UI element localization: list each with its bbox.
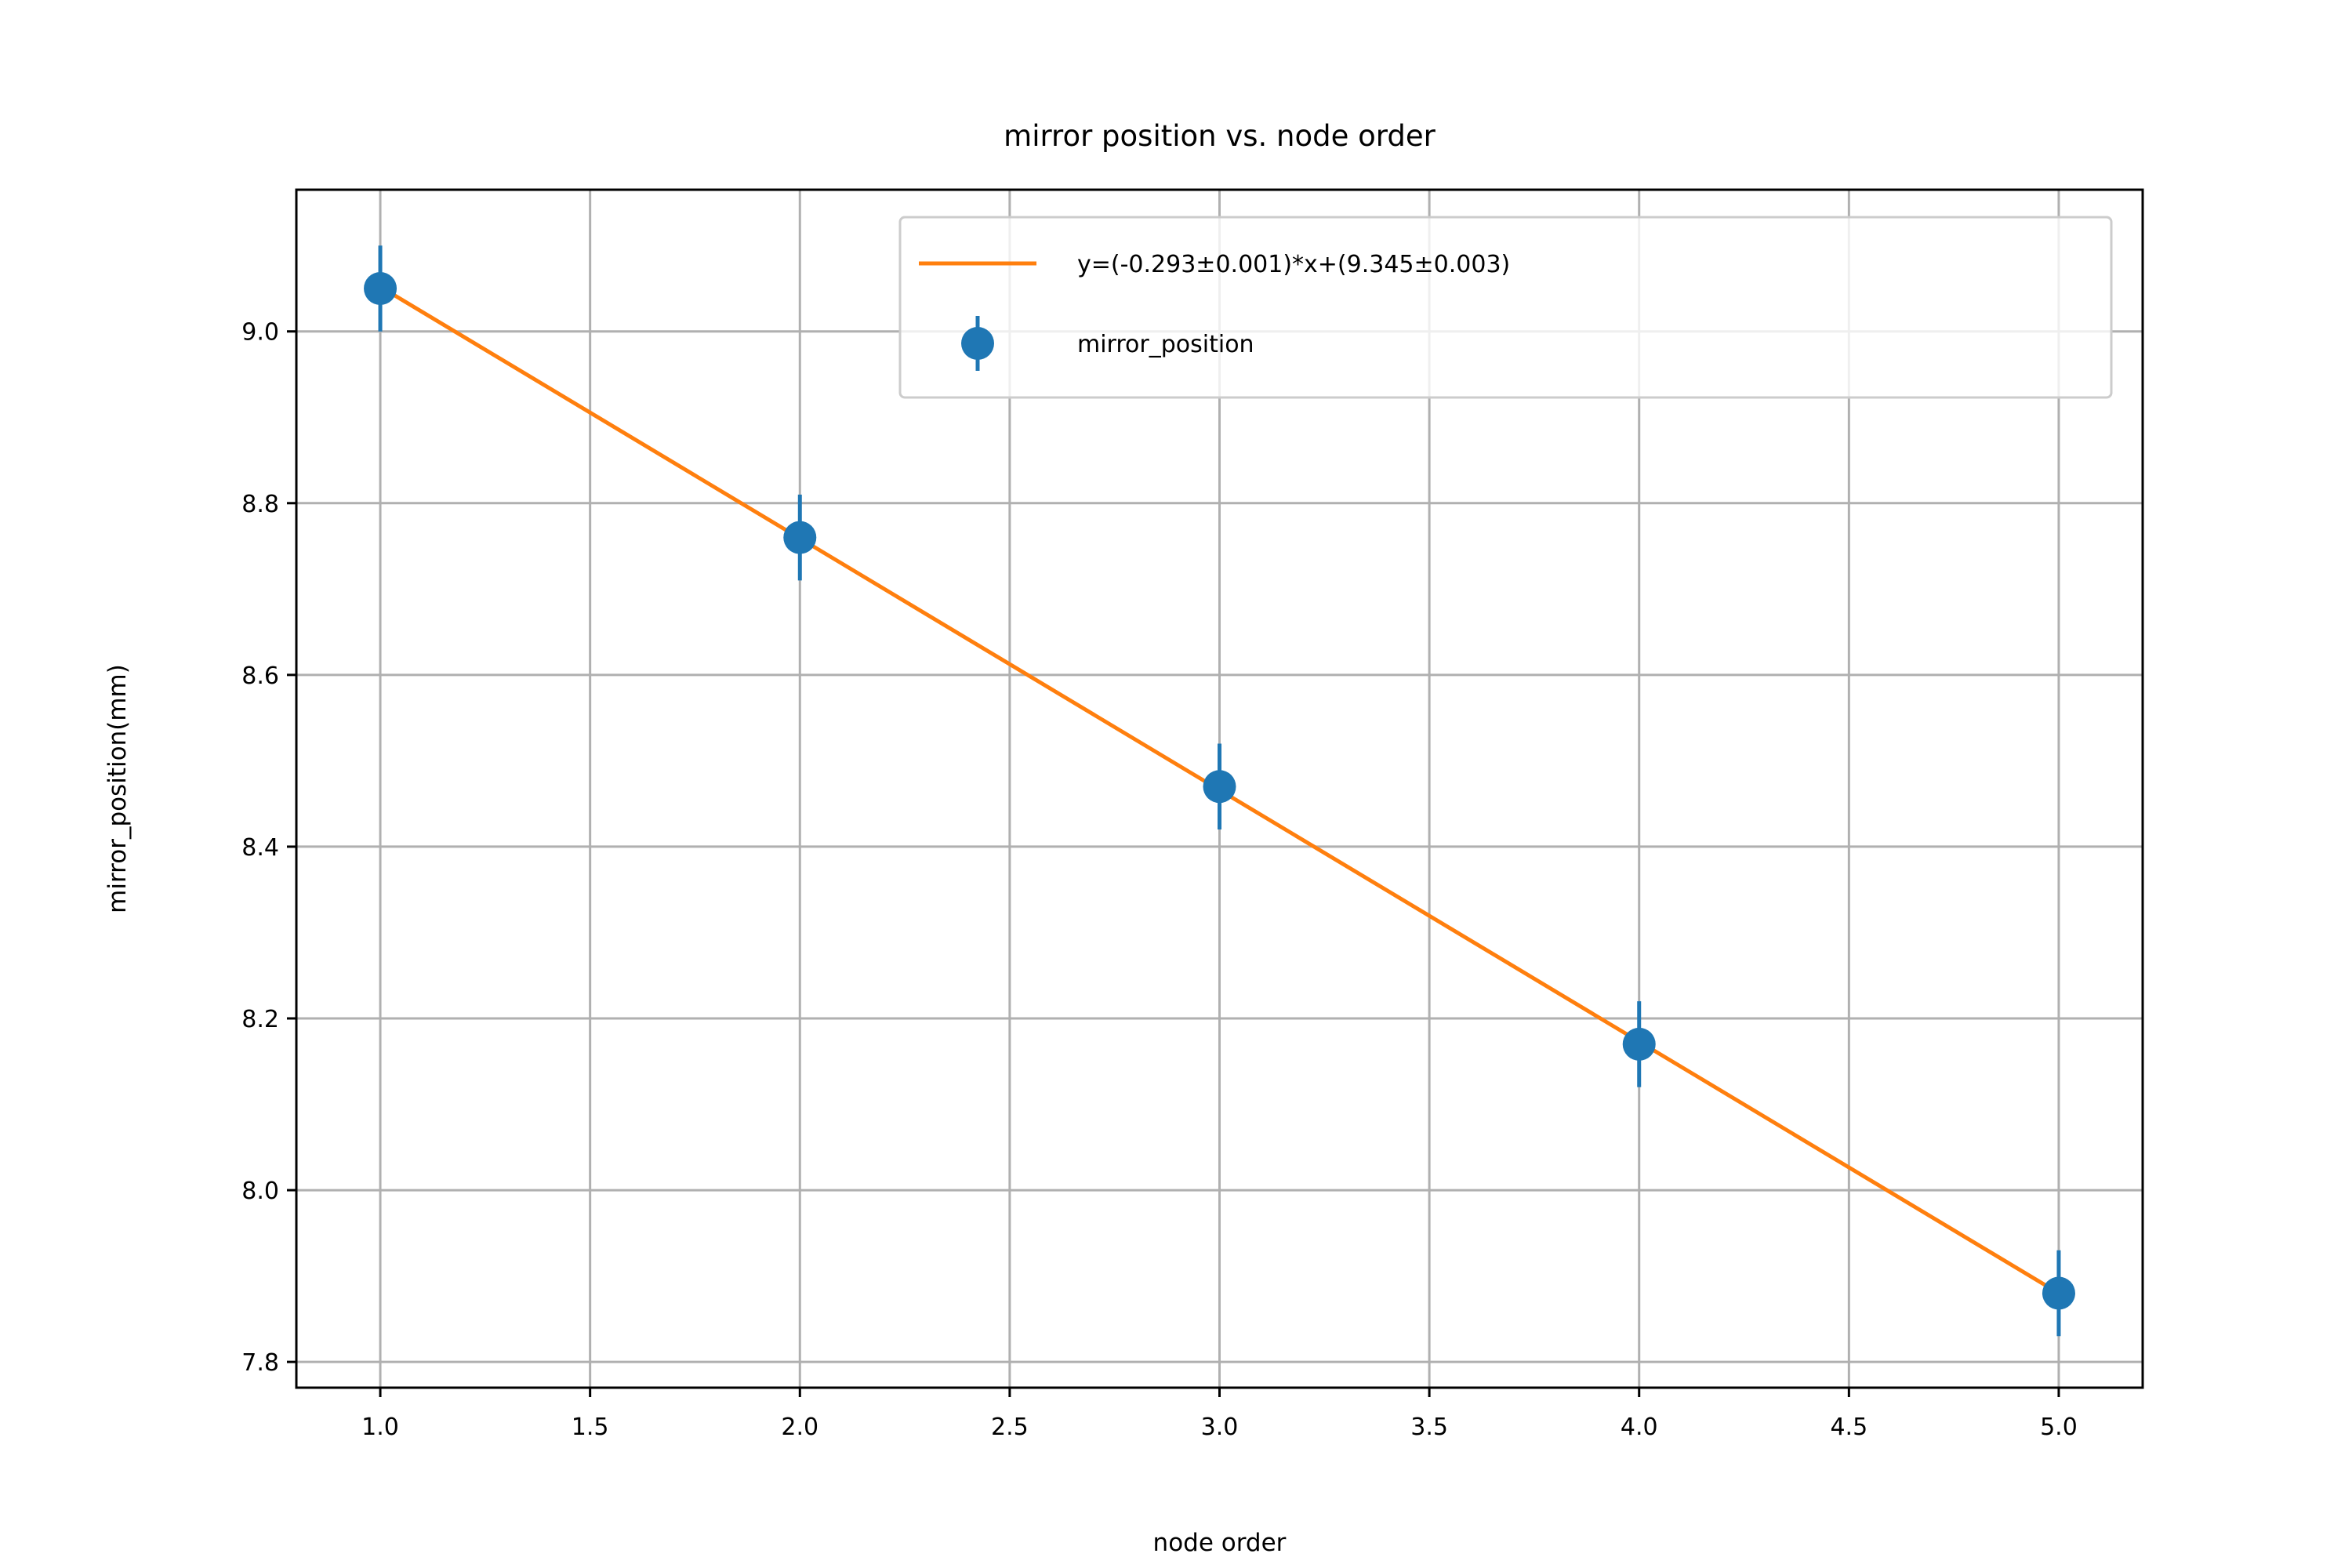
chart-title: mirror position vs. node order <box>1004 119 1436 153</box>
legend-entry-data: mirror_position <box>1077 331 1254 358</box>
y-axis-ticks: 7.8 8.0 8.2 8.4 8.6 8.8 9.0 <box>241 319 296 1377</box>
y-tick-label: 9.0 <box>241 319 279 347</box>
x-tick-label: 2.0 <box>781 1414 818 1441</box>
x-axis-label: node order <box>1153 1529 1287 1557</box>
legend: y=(-0.293±0.001)*x+(9.345±0.003) mirror_… <box>898 216 2113 399</box>
legend-marker-swatch <box>961 327 994 360</box>
y-tick-label: 8.0 <box>241 1178 279 1205</box>
legend-entry-fit: y=(-0.293±0.001)*x+(9.345±0.003) <box>1077 251 1510 278</box>
data-points-layer <box>364 245 2075 1337</box>
x-tick-label: 1.0 <box>361 1414 399 1441</box>
x-tick-label: 2.5 <box>991 1414 1029 1441</box>
y-tick-label: 8.2 <box>241 1006 279 1033</box>
y-tick-label: 8.8 <box>241 491 279 518</box>
y-tick-label: 8.4 <box>241 834 279 862</box>
y-axis-label: mirror_position(mm) <box>103 664 132 913</box>
y-tick-label: 8.6 <box>241 662 279 690</box>
legend-box <box>898 216 2113 399</box>
data-point <box>1203 770 1236 804</box>
x-tick-label: 3.5 <box>1410 1414 1448 1441</box>
data-point <box>364 271 397 305</box>
x-tick-label: 1.5 <box>572 1414 609 1441</box>
data-point <box>2042 1276 2075 1310</box>
x-tick-label: 4.0 <box>1621 1414 1658 1441</box>
x-tick-label: 4.5 <box>1830 1414 1867 1441</box>
data-point <box>783 521 817 554</box>
y-tick-label: 7.8 <box>241 1349 279 1377</box>
x-tick-label: 5.0 <box>2040 1414 2078 1441</box>
x-axis-ticks: 1.0 1.5 2.0 2.5 3.0 3.5 4.0 4.5 5.0 <box>361 1388 2078 1441</box>
data-point <box>1622 1027 1656 1061</box>
x-tick-label: 3.0 <box>1201 1414 1239 1441</box>
